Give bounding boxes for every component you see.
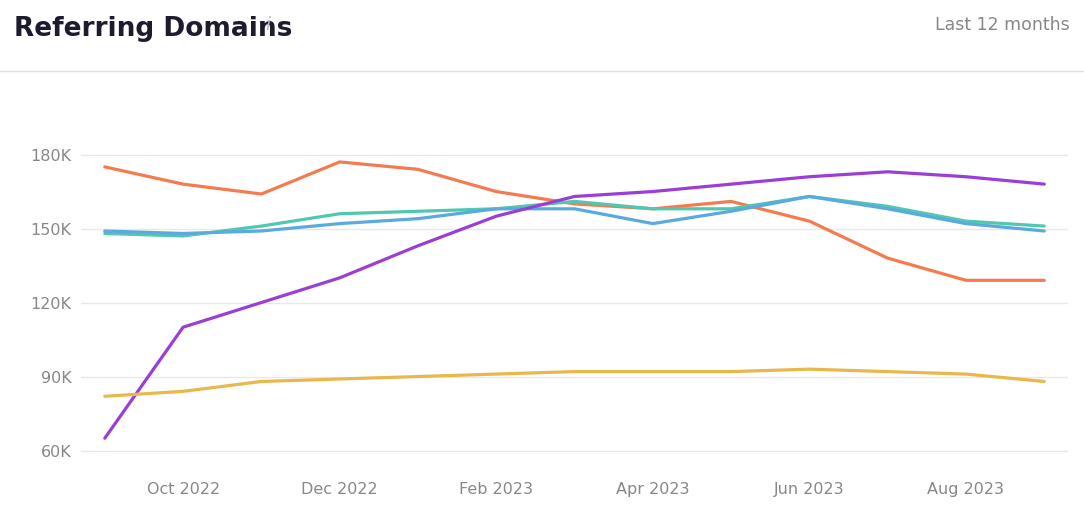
Text: Referring Domains: Referring Domains [14, 16, 293, 42]
Text: Last 12 months: Last 12 months [935, 16, 1070, 34]
Text: i: i [266, 16, 271, 34]
